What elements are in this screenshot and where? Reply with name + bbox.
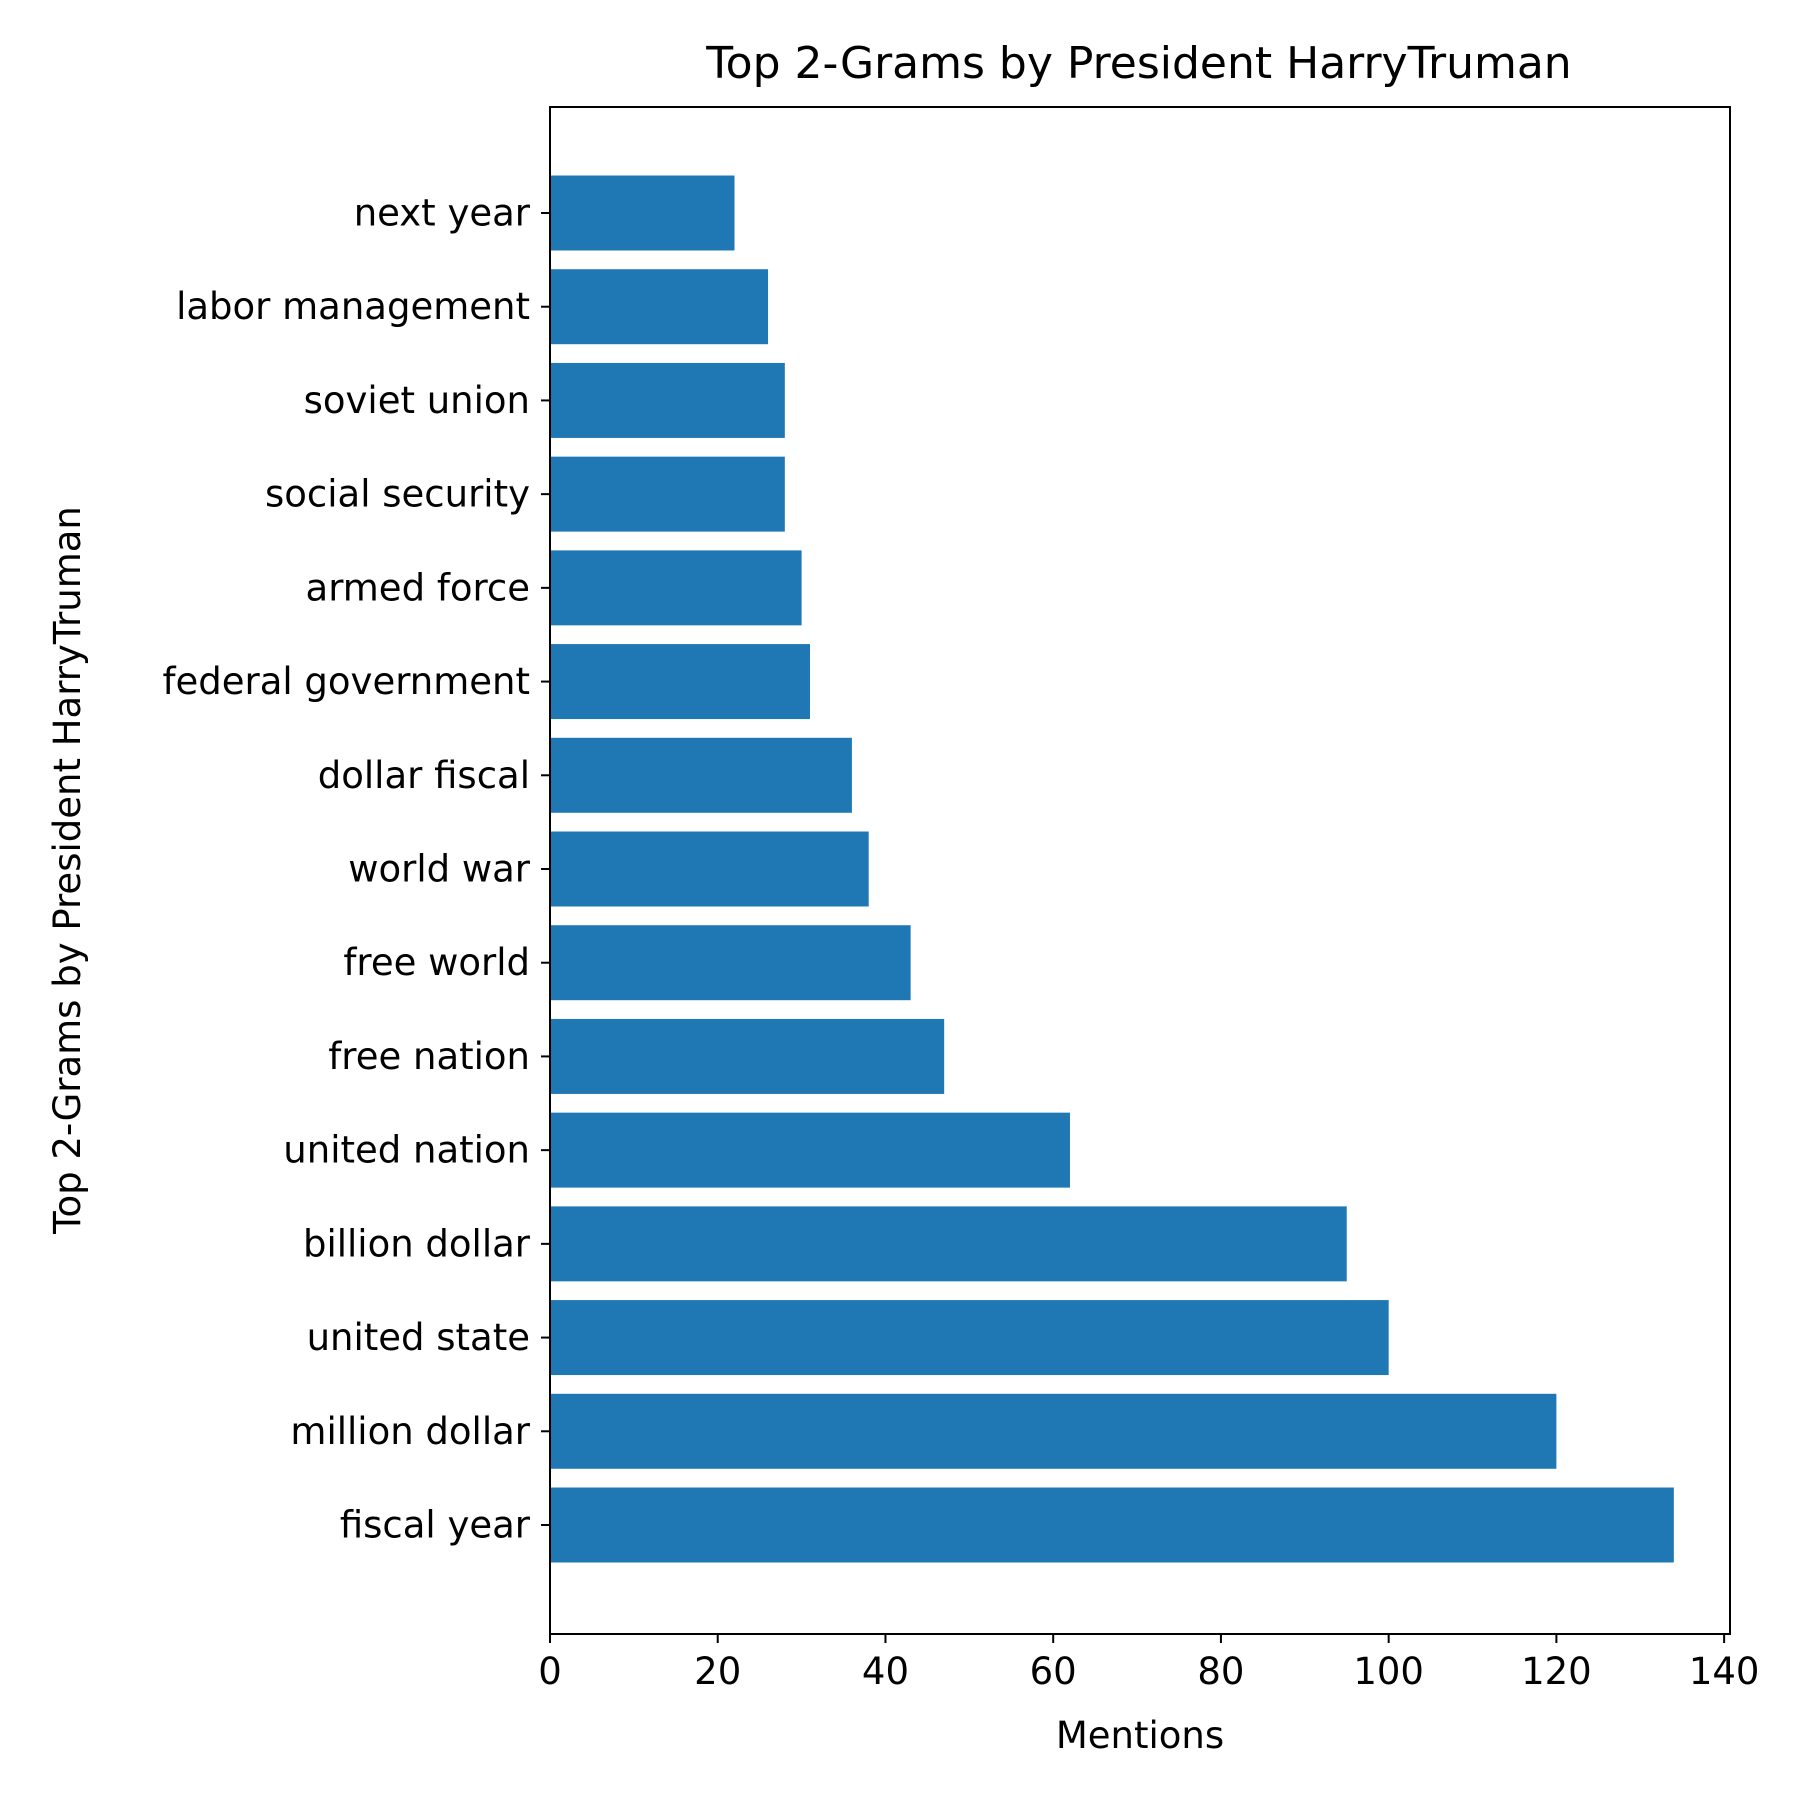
x-tick-label: 100 — [1353, 1650, 1424, 1693]
y-tick-label: free nation — [328, 1035, 530, 1078]
x-tick-label: 40 — [862, 1650, 909, 1693]
y-tick-label: soviet union — [304, 379, 530, 422]
x-axis-ticks: 0 20 40 60 80 100 120 140 — [538, 1634, 1759, 1693]
bar-dollar-fiscal — [550, 737, 852, 813]
bar-social-security — [550, 456, 785, 532]
y-tick-label: united state — [307, 1316, 530, 1359]
y-tick-label: next year — [354, 192, 531, 235]
y-tick-label: fiscal year — [340, 1504, 531, 1547]
bar-million-dollar — [550, 1393, 1557, 1469]
bar-united-nation — [550, 1112, 1070, 1188]
x-tick-label: 80 — [1197, 1650, 1244, 1693]
y-tick-label: united nation — [283, 1129, 530, 1172]
y-tick-label: million dollar — [290, 1410, 530, 1453]
x-tick-label: 20 — [694, 1650, 741, 1693]
bar-federal-government — [550, 644, 810, 720]
bar-soviet-union — [550, 362, 785, 438]
y-tick-label: billion dollar — [303, 1222, 531, 1265]
x-axis-label: Mentions — [1056, 1714, 1224, 1757]
bar-billion-dollar — [550, 1206, 1347, 1282]
x-tick-label: 140 — [1689, 1650, 1760, 1693]
bar-labor-management — [550, 269, 769, 345]
x-tick-label: 60 — [1030, 1650, 1077, 1693]
y-tick-label: dollar fiscal — [318, 754, 530, 797]
plot-frame — [549, 106, 1731, 1635]
bar-united-state — [550, 1300, 1389, 1376]
y-tick-label: social security — [265, 473, 530, 516]
bar-free-nation — [550, 1018, 945, 1094]
bar-armed-force — [550, 550, 802, 626]
y-axis-label: Top 2-Grams by President HarryTruman — [46, 506, 89, 1235]
x-tick-label: 0 — [538, 1650, 562, 1693]
y-tick-label: federal government — [162, 660, 530, 703]
bar-world-war — [550, 831, 869, 907]
y-tick-label: free world — [343, 941, 530, 984]
x-tick-label: 120 — [1521, 1650, 1592, 1693]
y-tick-label: world war — [348, 848, 531, 891]
bar-next-year — [550, 175, 735, 251]
y-tick-label: armed force — [306, 566, 530, 609]
y-axis-ticks: fiscal year million dollar united state bil… — [162, 192, 550, 1547]
y-tick-label: labor management — [176, 285, 530, 328]
chart-title: Top 2-Grams by President HarryTruman — [705, 38, 1571, 89]
bar-free-world — [550, 925, 911, 1001]
bar-fiscal-year — [550, 1487, 1674, 1563]
bars-group — [550, 175, 1674, 1563]
